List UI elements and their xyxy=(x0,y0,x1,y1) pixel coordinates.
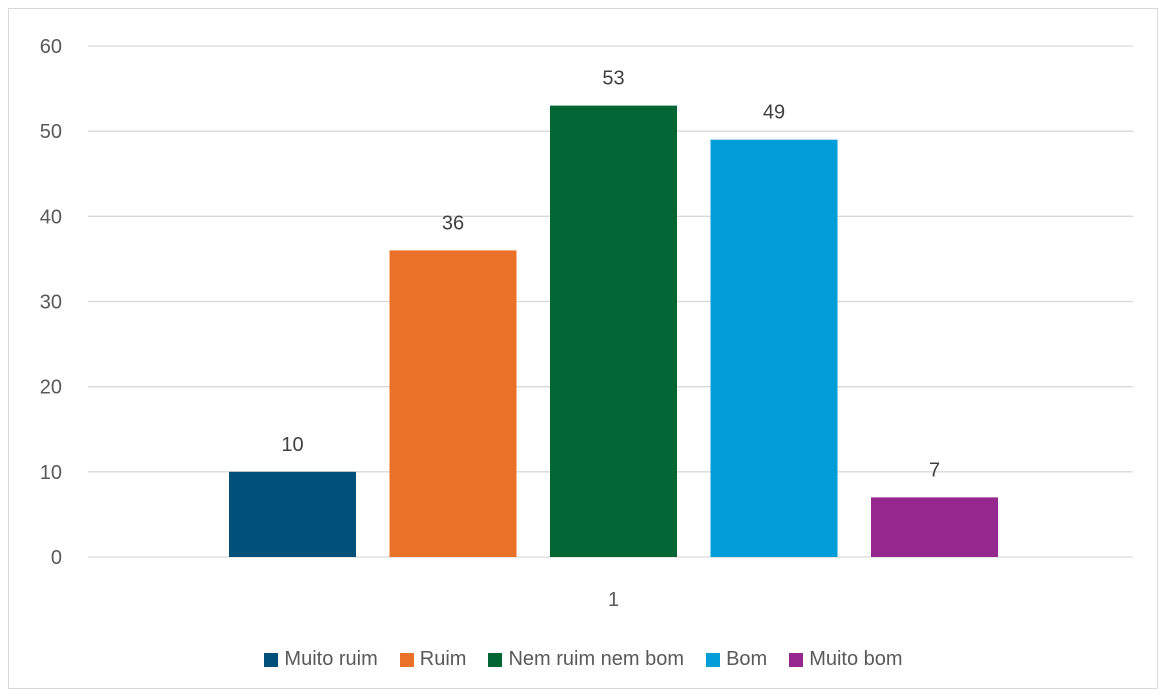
bars xyxy=(229,105,998,557)
legend-swatch xyxy=(399,652,414,667)
legend-item: Muito bom xyxy=(789,648,903,671)
legend-label: Ruim xyxy=(419,648,467,670)
y-tick-label: 50 xyxy=(40,121,62,143)
data-labels: 10 36 53 49 7 xyxy=(281,68,940,482)
data-label: 10 xyxy=(281,434,303,456)
data-label: 7 xyxy=(929,459,940,481)
y-tick-label: 30 xyxy=(40,292,62,314)
bar-nem-ruim-nem-bom xyxy=(550,105,677,557)
data-label: 36 xyxy=(442,212,464,234)
legend-label: Muito bom xyxy=(809,648,903,670)
legend-item: Nem ruim nem bom xyxy=(488,648,684,671)
bar-muito-bom xyxy=(871,497,998,557)
y-axis-ticks: 0 10 20 30 40 50 60 xyxy=(40,36,62,569)
x-axis-ticks: 1 xyxy=(608,589,619,611)
legend-item: Bom xyxy=(706,648,767,671)
data-label: 49 xyxy=(763,102,785,124)
data-label: 53 xyxy=(602,68,624,90)
legend-label: Muito ruim xyxy=(284,648,378,670)
x-tick-label: 1 xyxy=(608,589,619,611)
legend-item: Ruim xyxy=(399,648,467,671)
y-tick-label: 20 xyxy=(40,377,62,399)
legend-label: Bom xyxy=(726,648,768,670)
legend: Muito ruim Ruim Nem ruim nem bom Bom Muito b… xyxy=(0,648,1167,671)
y-tick-label: 40 xyxy=(40,206,62,228)
legend-swatch xyxy=(264,652,279,667)
legend-swatch xyxy=(706,652,721,667)
y-tick-label: 10 xyxy=(40,462,62,484)
legend-swatch xyxy=(789,652,804,667)
bar-muito-ruim xyxy=(229,471,356,557)
legend-swatch xyxy=(488,652,503,667)
y-tick-label: 60 xyxy=(40,36,62,58)
bar-ruim xyxy=(389,250,517,557)
y-tick-label: 0 xyxy=(51,547,62,569)
legend-item: Muito ruim xyxy=(264,648,378,671)
bar-bom xyxy=(710,139,838,557)
legend-label: Nem ruim nem bom xyxy=(508,648,685,670)
